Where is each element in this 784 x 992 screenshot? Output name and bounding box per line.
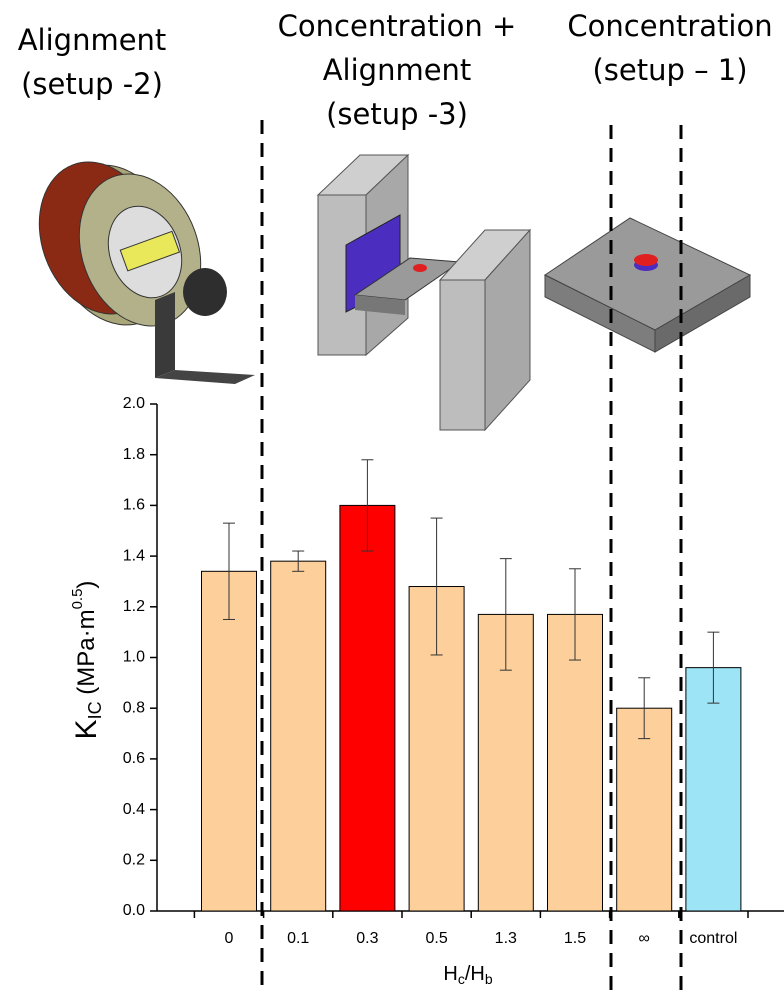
x-axis-label-part: b bbox=[485, 971, 493, 987]
y-axis-label-part: K bbox=[70, 719, 103, 739]
bar bbox=[202, 571, 257, 911]
x-tick-label: control bbox=[689, 930, 737, 947]
bar bbox=[340, 505, 395, 911]
y-axis-label-part: IC bbox=[85, 701, 105, 719]
concentration-device bbox=[545, 218, 750, 352]
bar bbox=[686, 668, 741, 911]
y-tick-label: 0.2 bbox=[123, 852, 145, 869]
x-axis-label: Hc/Hb bbox=[443, 963, 492, 986]
section-label: Alignment bbox=[18, 23, 167, 57]
section-label: Alignment bbox=[323, 53, 472, 87]
y-tick-label: 2.0 bbox=[123, 395, 145, 412]
y-tick-label: 0.4 bbox=[123, 801, 145, 818]
x-axis-label-part: H bbox=[443, 963, 457, 985]
y-axis-label-part: (MPa·m bbox=[73, 609, 100, 701]
bar bbox=[271, 561, 326, 911]
x-axis-label-part: c bbox=[458, 971, 465, 987]
y-tick-label: 0.0 bbox=[123, 902, 145, 919]
concentration-alignment-device bbox=[318, 155, 530, 430]
x-tick-label: 0.5 bbox=[425, 930, 447, 947]
section-label: (setup -3) bbox=[326, 97, 468, 131]
y-axis-label-part: 0.5 bbox=[69, 589, 86, 610]
y-tick-label: 0.6 bbox=[123, 750, 145, 767]
y-tick-label: 0.8 bbox=[123, 699, 145, 716]
alignment-device bbox=[19, 145, 255, 384]
y-tick-label: 1.4 bbox=[123, 547, 145, 564]
section-label: Concentration + bbox=[278, 9, 517, 43]
x-tick-label: ∞ bbox=[638, 930, 649, 947]
section-label: Concentration bbox=[567, 9, 772, 43]
y-tick-label: 1.8 bbox=[123, 446, 145, 463]
x-tick-label: 1.5 bbox=[564, 930, 586, 947]
y-tick-label: 1.0 bbox=[123, 649, 145, 666]
x-axis-label-part: /H bbox=[465, 963, 485, 985]
y-axis-label: KIC (MPa·m0.5) bbox=[69, 581, 105, 740]
section-label: (setup – 1) bbox=[592, 53, 747, 87]
x-tick-label: 0 bbox=[225, 930, 234, 947]
x-tick-label: 0.3 bbox=[356, 930, 378, 947]
x-tick-label: 1.3 bbox=[495, 930, 517, 947]
y-tick-label: 1.6 bbox=[123, 497, 145, 514]
x-tick-label: 0.1 bbox=[287, 930, 309, 947]
figure: Alignment (setup -2) Concentration + Alignm… bbox=[0, 0, 784, 992]
y-tick-label: 1.2 bbox=[123, 598, 145, 615]
section-label: (setup -2) bbox=[21, 67, 163, 101]
y-axis-label-part: ) bbox=[73, 581, 100, 589]
